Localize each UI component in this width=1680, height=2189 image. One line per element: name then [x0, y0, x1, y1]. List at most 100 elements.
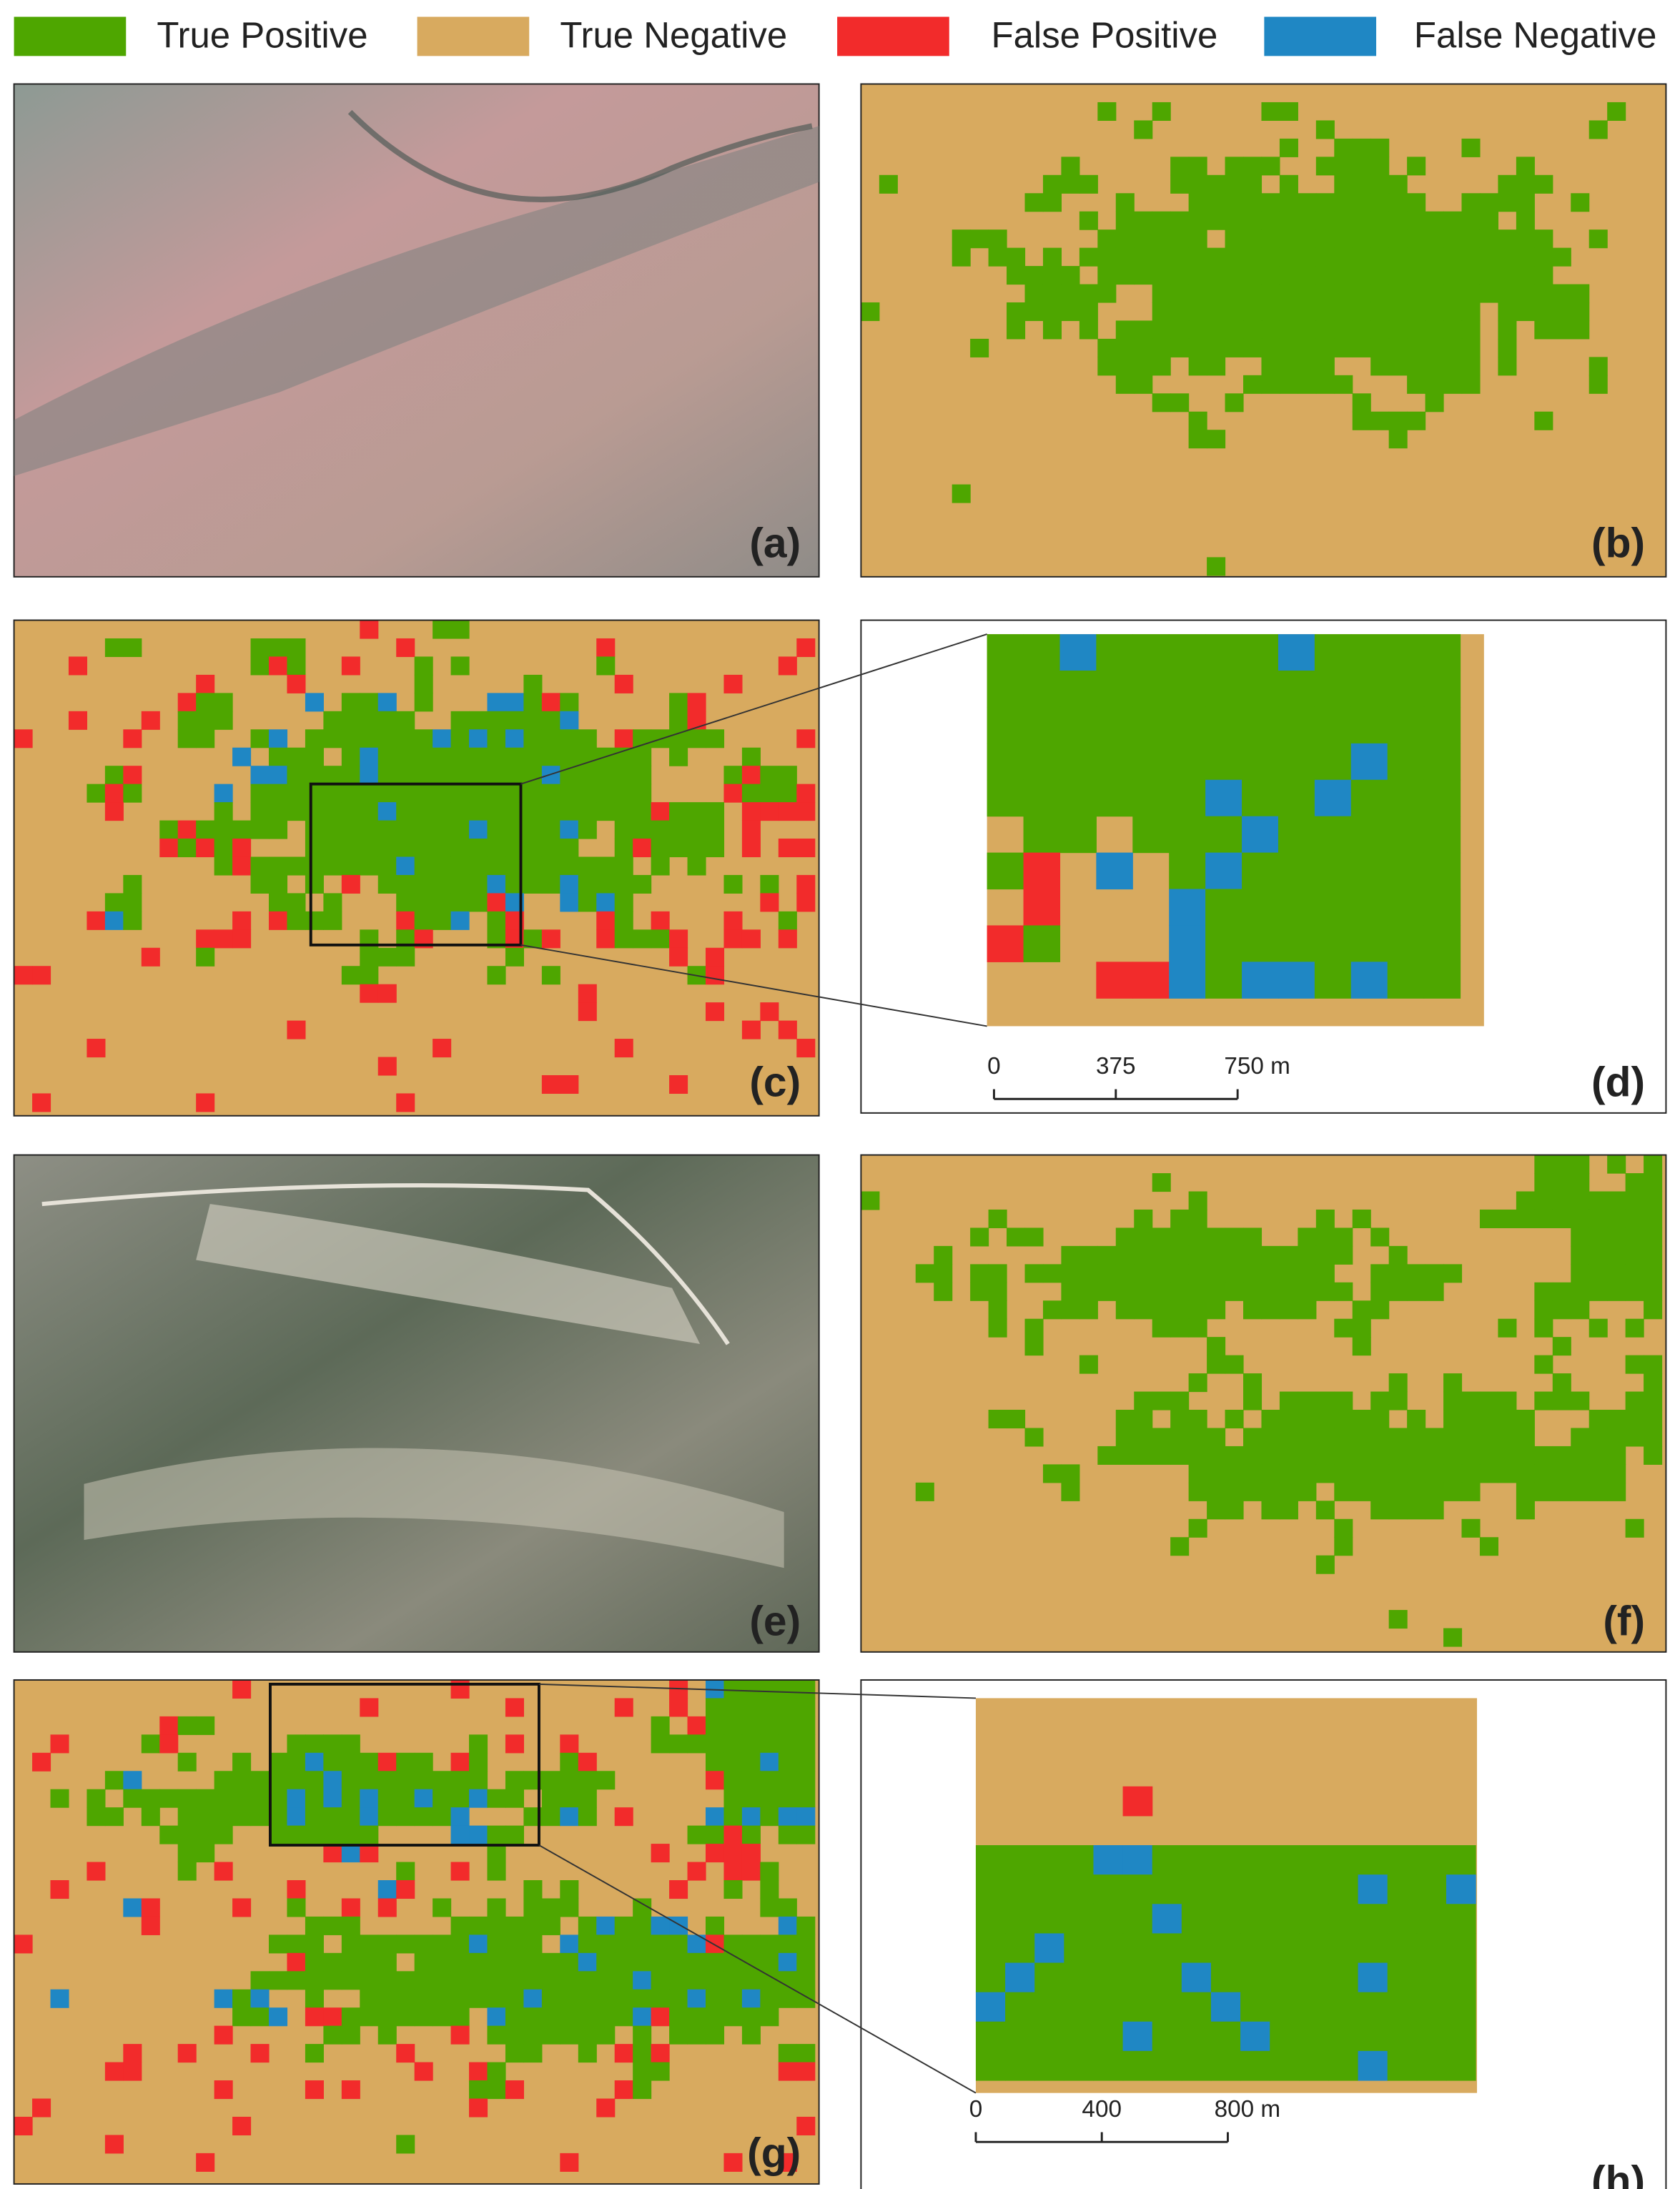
pixel [1370, 174, 1390, 194]
pixel [687, 693, 706, 712]
pixel [50, 1879, 69, 1899]
pixel [523, 1971, 543, 1990]
pixel [1352, 211, 1371, 230]
pixel [414, 766, 433, 785]
pixel [1370, 1410, 1390, 1429]
pixel [988, 247, 1007, 267]
pixel [1588, 1446, 1608, 1465]
pixel [433, 856, 452, 876]
pixel [596, 911, 616, 930]
pixel [1242, 962, 1279, 999]
pixel [1261, 229, 1280, 249]
pixel [1207, 1245, 1226, 1265]
pixel [723, 1934, 743, 1954]
pixel [1571, 284, 1590, 303]
pixel [1132, 816, 1170, 854]
pixel [1134, 1227, 1153, 1247]
pixel [861, 302, 880, 322]
pixel [450, 839, 470, 858]
pixel [341, 2007, 360, 2027]
pixel [1261, 211, 1280, 230]
pixel [1097, 102, 1117, 122]
pixel [1644, 1373, 1663, 1393]
pixel [450, 620, 470, 639]
pixel [796, 638, 816, 658]
pixel [1588, 1209, 1608, 1229]
pixel [1388, 411, 1408, 430]
pixel [760, 1807, 779, 1827]
pixel [614, 1952, 633, 1972]
pixel [1407, 1446, 1426, 1465]
pixel [1387, 889, 1425, 927]
pixel [1352, 1410, 1371, 1429]
pixel [305, 729, 324, 748]
pixel [578, 1807, 597, 1827]
pixel [669, 1734, 688, 1754]
pixel [269, 1934, 288, 1954]
pixel [1278, 634, 1315, 671]
pixel [159, 1734, 179, 1754]
pixel-map [13, 1679, 820, 2185]
pixel [1388, 247, 1408, 267]
pixel [1334, 1227, 1353, 1247]
pixel [1334, 211, 1353, 230]
pixel [269, 1807, 288, 1827]
pixel [1169, 671, 1206, 708]
pixel [1210, 1874, 1241, 1904]
pixel [1170, 1428, 1190, 1447]
pixel [1571, 1300, 1590, 1320]
pixel [1225, 1446, 1244, 1465]
pixel [796, 1789, 816, 1808]
pixel [1278, 889, 1315, 927]
pixel [377, 1898, 397, 1917]
pixel [1387, 2050, 1418, 2081]
pixel [614, 856, 633, 876]
pixel [669, 2007, 688, 2027]
pixel [633, 1952, 652, 1972]
pixel [1024, 1318, 1044, 1338]
pixel [377, 1952, 397, 1972]
pixel [952, 247, 971, 267]
pixel [1350, 889, 1388, 927]
pixel [1350, 852, 1388, 890]
pixel [1352, 174, 1371, 194]
pixel [414, 1752, 433, 1772]
pixel [1299, 1904, 1330, 1934]
pixel [1093, 1933, 1124, 1964]
pixel [633, 874, 652, 894]
pixel [1122, 2050, 1153, 2081]
pixel [723, 1862, 743, 1881]
pixel [414, 1971, 433, 1990]
pixel [450, 1916, 470, 1935]
pixel [669, 1989, 688, 2008]
pixel [1387, 743, 1425, 781]
pixel [1315, 229, 1335, 249]
pixel [1461, 247, 1481, 267]
pixel [578, 1989, 597, 2008]
pixel [523, 929, 543, 949]
pixel [1644, 1264, 1663, 1283]
pixel [541, 966, 560, 985]
pixel [987, 925, 1024, 962]
pixel [469, 802, 488, 821]
pixel [396, 1934, 415, 1954]
panel-label: (b) [1591, 520, 1645, 566]
pixel [196, 729, 215, 748]
pixel [651, 1716, 670, 1735]
pixel [1170, 1410, 1190, 1429]
pixel [1352, 284, 1371, 303]
pixel [1588, 1410, 1608, 1429]
pixel [250, 874, 270, 894]
pixel [360, 1807, 379, 1827]
pixel [1425, 284, 1444, 303]
pixel [1188, 247, 1207, 267]
pixel [975, 1962, 1006, 1993]
pixel [1152, 2021, 1182, 2052]
pixel [377, 747, 397, 766]
pixel [450, 1971, 470, 1990]
pixel [1243, 229, 1263, 249]
pixel [796, 1734, 816, 1754]
pixel [1328, 2021, 1359, 2052]
pixel [1350, 779, 1388, 817]
pixel [269, 766, 288, 785]
